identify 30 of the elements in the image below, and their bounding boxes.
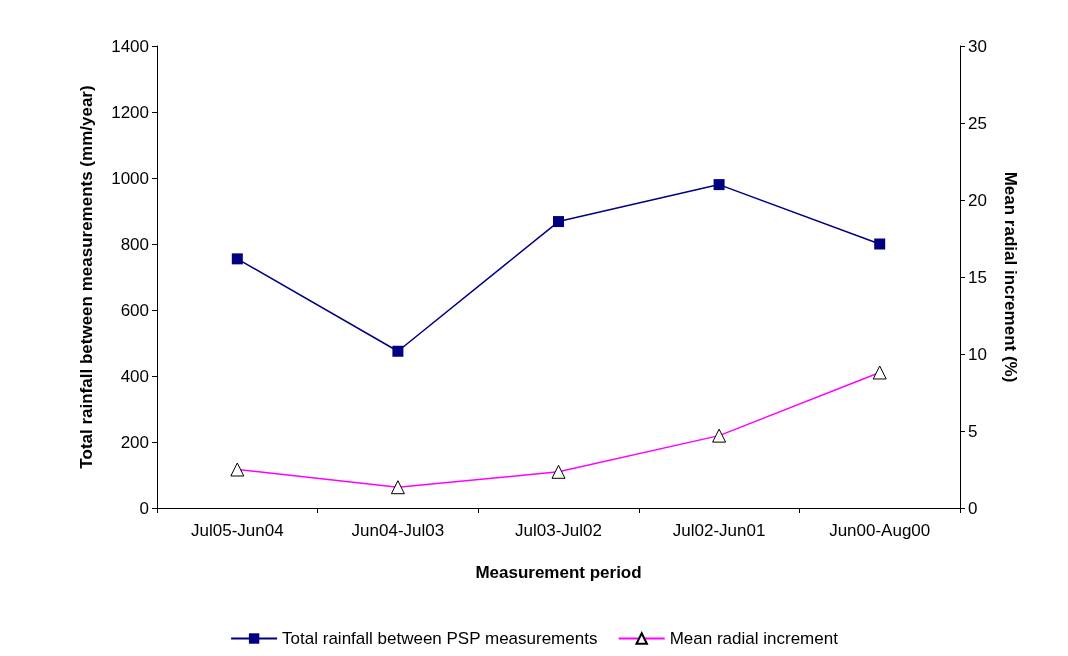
point — [231, 253, 243, 265]
x-tick-label: Jun04-Jul03 — [351, 521, 445, 540]
y2-tick-label: 10 — [968, 344, 987, 364]
y2-tick-label: 15 — [968, 267, 987, 287]
y2-tick-label: 30 — [968, 36, 987, 56]
y-tick-label: 400 — [120, 366, 149, 386]
y-tick-label: 600 — [120, 300, 149, 320]
x-tick-label: Jul02-Jun01 — [672, 521, 766, 540]
y-tick-label: 0 — [139, 498, 149, 518]
y2-tick-label: 0 — [968, 498, 978, 518]
point — [553, 216, 564, 228]
point — [713, 179, 725, 191]
point — [874, 238, 886, 250]
y-tick-label: 1000 — [111, 168, 149, 188]
legend-label: Total rainfall between PSP measurements — [282, 629, 598, 648]
y2-tick-label: 5 — [968, 421, 978, 441]
x-tick-label: Jul05-Jun04 — [190, 521, 284, 540]
y2-tick-label: 20 — [968, 190, 987, 210]
y2-tick-label: 25 — [968, 113, 987, 133]
legend-label: Mean radial increment — [669, 629, 839, 648]
y-tick-label: 800 — [120, 234, 149, 254]
point — [392, 345, 404, 357]
y2-axis-title: Mean radial increment (%) — [1001, 171, 1020, 383]
y-tick-label: 1200 — [111, 102, 149, 122]
y-tick-label: 200 — [120, 432, 149, 452]
y-axis-title: Total rainfall between measurements (mm/year) — [77, 85, 96, 469]
y-tick-label: 1400 — [111, 36, 149, 56]
x-tick-label: Jun00-Aug00 — [829, 521, 931, 540]
x-tick-label: Jul03-Jul02 — [515, 521, 602, 540]
x-axis-title: Measurement period — [475, 563, 642, 582]
